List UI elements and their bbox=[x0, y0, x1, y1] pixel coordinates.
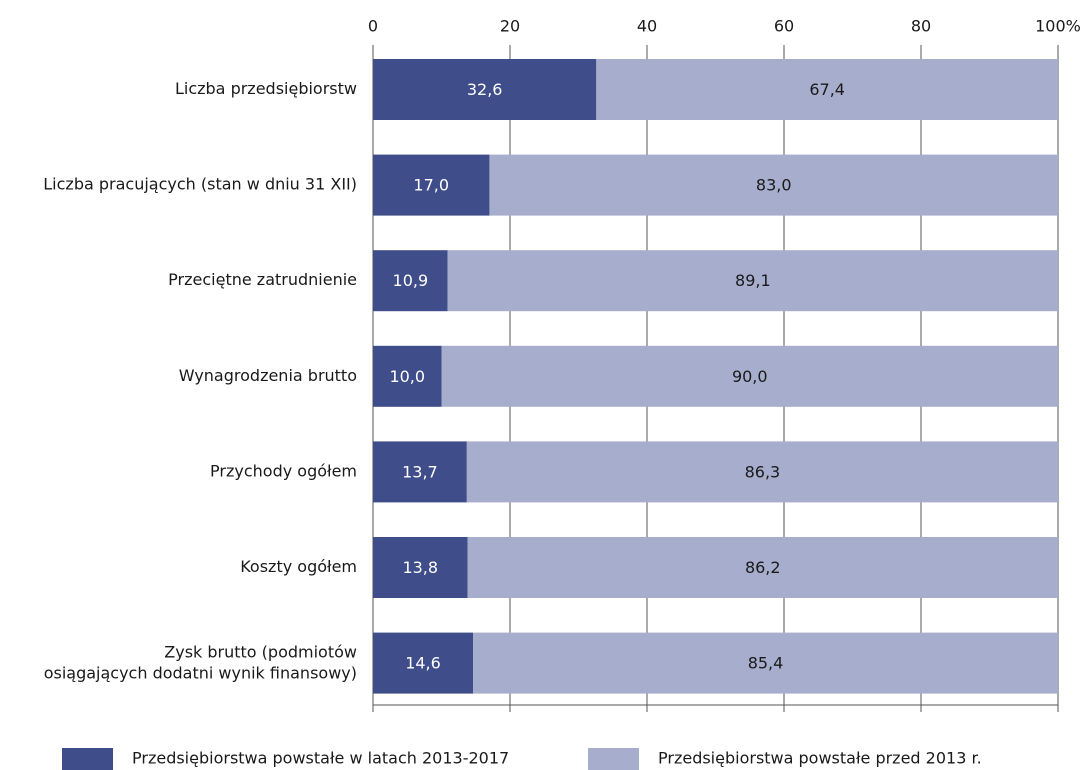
value-label: 32,6 bbox=[467, 80, 503, 99]
legend-swatch bbox=[62, 748, 113, 770]
bar-segment bbox=[373, 154, 490, 216]
value-label: 10,9 bbox=[393, 271, 429, 290]
y-tick-label: Zysk brutto (podmiotów osiągających dodat… bbox=[44, 642, 357, 682]
value-label: 85,4 bbox=[748, 654, 784, 673]
y-tick-label: Przychody ogółem bbox=[210, 461, 357, 480]
x-tick-label: 0 bbox=[368, 17, 378, 36]
bar-segment bbox=[447, 250, 1058, 312]
x-tick-label: 20 bbox=[500, 17, 520, 36]
value-label: 90,0 bbox=[732, 367, 768, 386]
bar-segment bbox=[466, 441, 1059, 503]
y-tick-label: Liczba przedsiębiorstw bbox=[175, 79, 357, 98]
bar-segment bbox=[373, 632, 474, 694]
y-tick-label: Wynagrodzenia brutto bbox=[179, 366, 357, 385]
bar-segment bbox=[373, 250, 448, 312]
bar-segment bbox=[596, 59, 1058, 120]
x-tick-label: 100% bbox=[1035, 17, 1081, 36]
value-label: 89,1 bbox=[735, 271, 771, 290]
bar-segment bbox=[373, 59, 597, 120]
x-tick-label: 40 bbox=[637, 17, 657, 36]
bar-segment bbox=[467, 537, 1058, 598]
value-label: 86,3 bbox=[745, 462, 781, 481]
x-tick-label: 80 bbox=[911, 17, 931, 36]
x-tick-label: 60 bbox=[774, 17, 794, 36]
value-label: 83,0 bbox=[756, 176, 792, 195]
value-label: 67,4 bbox=[809, 80, 845, 99]
bar-segment bbox=[373, 441, 467, 503]
legend-label: Przedsiębiorstwa powstałe w latach 2013-… bbox=[132, 749, 509, 768]
value-label: 14,6 bbox=[405, 654, 441, 673]
value-label: 13,8 bbox=[402, 558, 438, 577]
value-label: 86,2 bbox=[745, 558, 781, 577]
bar-segment bbox=[373, 537, 468, 598]
bar-segment bbox=[441, 345, 1058, 407]
value-label: 17,0 bbox=[413, 176, 449, 195]
value-label: 13,7 bbox=[402, 462, 438, 481]
bar-segment bbox=[489, 154, 1058, 216]
bar-segment bbox=[373, 345, 442, 407]
y-tick-label: Przeciętne zatrudnienie bbox=[168, 270, 357, 289]
legend-swatch bbox=[588, 748, 639, 770]
y-tick-label: Koszty ogółem bbox=[240, 557, 357, 576]
value-label: 10,0 bbox=[389, 367, 425, 386]
bar-segment bbox=[473, 632, 1058, 694]
y-tick-label: Liczba pracujących (stan w dniu 31 XII) bbox=[43, 175, 357, 194]
legend-label: Przedsiębiorstwa powstałe przed 2013 r. bbox=[658, 749, 982, 768]
